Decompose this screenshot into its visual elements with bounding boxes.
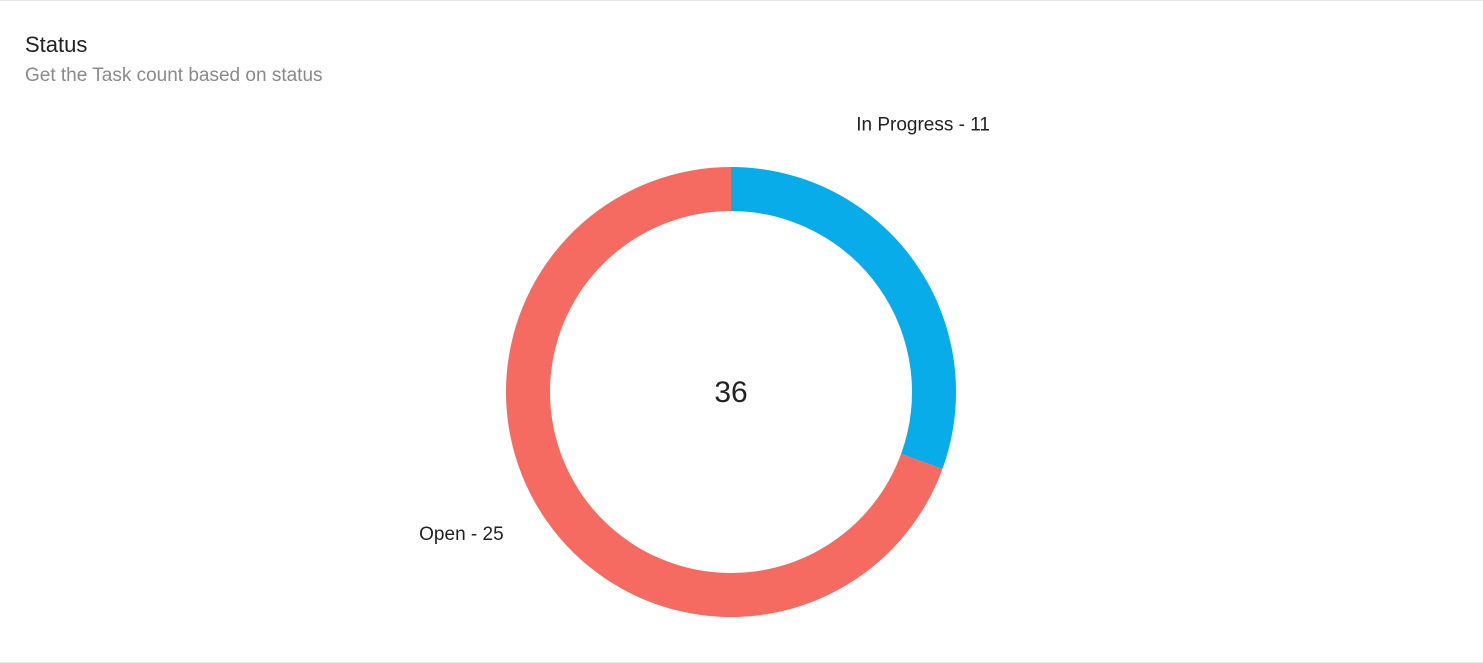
widget-header: Status Get the Task count based on statu…: [25, 31, 323, 89]
widget-title: Status: [25, 32, 88, 57]
donut-slices: [505, 167, 956, 617]
widget-subtitle: Get the Task count based on status: [25, 65, 323, 86]
slice-label-in-progress: In Progress - 11: [856, 115, 990, 136]
slice-labels: In Progress - 11 Open - 25: [419, 115, 990, 546]
center-total: 36: [714, 376, 747, 409]
slice-label-open: Open - 25: [419, 524, 504, 545]
donut-slice-in-progress[interactable]: [731, 167, 956, 469]
